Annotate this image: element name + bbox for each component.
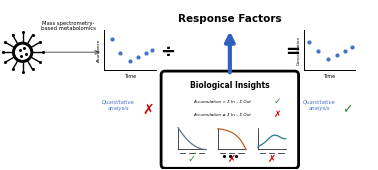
Text: Time: Time: [124, 74, 136, 79]
Text: ✗: ✗: [143, 103, 154, 117]
Text: ✗: ✗: [274, 110, 282, 119]
Text: Quantitative
analysis: Quantitative analysis: [102, 100, 135, 111]
Text: Quantitative
analysis: Quantitative analysis: [303, 100, 336, 111]
Text: ÷: ÷: [161, 43, 175, 61]
Text: Mass spectrometry-
based metabolomics: Mass spectrometry- based metabolomics: [41, 21, 96, 31]
Text: ✗: ✗: [228, 154, 236, 164]
Circle shape: [12, 42, 33, 62]
Text: Biological Insights: Biological Insights: [190, 81, 270, 89]
Text: Time: Time: [324, 74, 336, 79]
Text: ✓: ✓: [342, 103, 353, 116]
Text: Concentration: Concentration: [297, 36, 301, 65]
Text: Abundance: Abundance: [97, 39, 101, 62]
Text: ✓: ✓: [188, 154, 196, 164]
FancyBboxPatch shape: [161, 71, 299, 168]
Text: Response Factors: Response Factors: [178, 14, 282, 24]
Text: Accumulation ≠ Σ In – Σ Out: Accumulation ≠ Σ In – Σ Out: [193, 113, 251, 117]
Circle shape: [15, 45, 29, 59]
Text: Accumulation = Σ In – Σ Out: Accumulation = Σ In – Σ Out: [193, 100, 251, 104]
Text: ✗: ✗: [268, 154, 276, 164]
Text: =: =: [285, 43, 300, 61]
Text: ✓: ✓: [274, 97, 282, 106]
